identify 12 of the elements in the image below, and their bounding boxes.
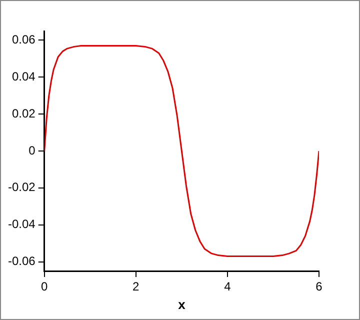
y-tick-label: 0.04 xyxy=(12,69,36,84)
x-tick-label: 6 xyxy=(316,280,323,294)
y-tick-label: 0.06 xyxy=(12,32,36,47)
x-tick-label: 0 xyxy=(41,280,48,294)
y-tick-label: -0.04 xyxy=(8,217,36,232)
x-tick-label: 2 xyxy=(132,280,140,294)
y-tick-label: -0.02 xyxy=(8,180,36,194)
y-tick-label: 0.02 xyxy=(12,106,36,120)
x-axis-title: x xyxy=(178,296,186,312)
y-tick-label: -0.06 xyxy=(8,254,36,268)
y-tick-label: 0 xyxy=(28,143,36,158)
x-tick-label: 4 xyxy=(224,280,232,294)
